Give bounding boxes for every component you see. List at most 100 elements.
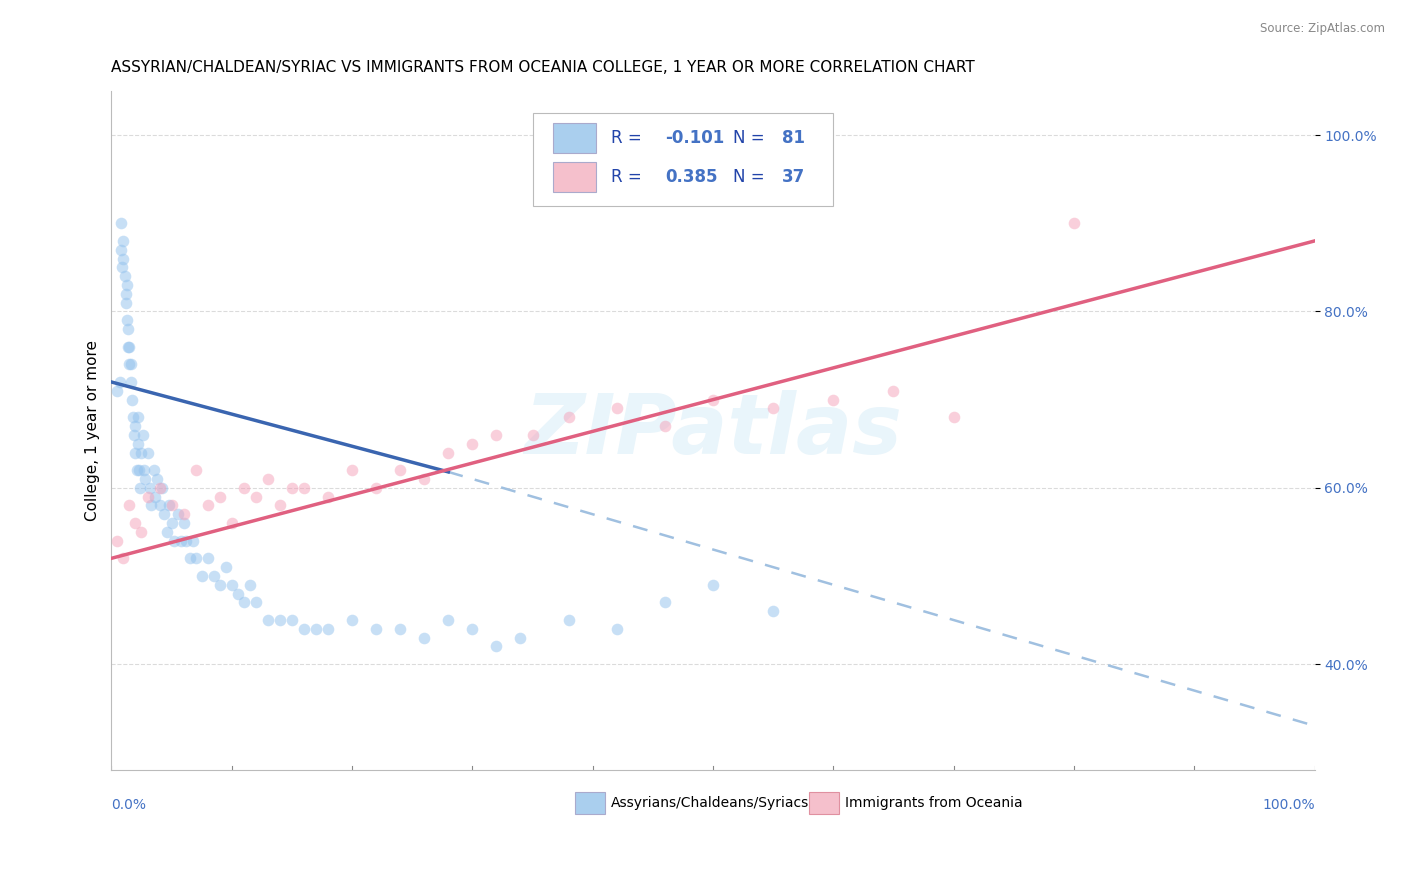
Point bbox=[131, 428, 153, 442]
Point bbox=[110, 243, 132, 257]
FancyBboxPatch shape bbox=[533, 112, 834, 206]
Bar bbox=[553, 123, 596, 153]
Point bbox=[522, 428, 544, 442]
Point bbox=[226, 586, 249, 600]
Point bbox=[160, 516, 183, 530]
Text: 81: 81 bbox=[782, 128, 804, 147]
Point bbox=[245, 595, 267, 609]
Point bbox=[197, 499, 219, 513]
Point bbox=[156, 524, 179, 539]
Point bbox=[173, 507, 195, 521]
Text: R =: R = bbox=[610, 169, 647, 186]
Point bbox=[122, 428, 145, 442]
Text: -0.101: -0.101 bbox=[665, 128, 724, 147]
Point bbox=[557, 613, 579, 627]
Text: Source: ZipAtlas.com: Source: ZipAtlas.com bbox=[1260, 22, 1385, 36]
Point bbox=[139, 481, 162, 495]
Point bbox=[485, 640, 508, 654]
Point bbox=[110, 216, 132, 230]
Point bbox=[136, 490, 159, 504]
Point bbox=[654, 595, 676, 609]
Point bbox=[256, 472, 278, 486]
Point bbox=[606, 401, 628, 416]
Point bbox=[118, 357, 141, 371]
Point bbox=[197, 551, 219, 566]
Text: 0.0%: 0.0% bbox=[111, 798, 146, 812]
Point bbox=[121, 392, 143, 407]
Point bbox=[122, 410, 145, 425]
Point bbox=[221, 578, 243, 592]
Point bbox=[340, 613, 363, 627]
Point bbox=[292, 622, 315, 636]
Point bbox=[215, 560, 238, 574]
Point bbox=[146, 472, 169, 486]
Point bbox=[134, 472, 156, 486]
Text: 37: 37 bbox=[782, 169, 804, 186]
Point bbox=[107, 384, 129, 398]
Point bbox=[127, 436, 149, 450]
Bar bbox=[575, 791, 605, 814]
Point bbox=[485, 428, 508, 442]
Point bbox=[136, 445, 159, 459]
Point bbox=[127, 410, 149, 425]
Point bbox=[139, 499, 162, 513]
Point bbox=[202, 569, 225, 583]
Text: Assyrians/Chaldeans/Syriacs: Assyrians/Chaldeans/Syriacs bbox=[610, 797, 808, 810]
Point bbox=[114, 269, 136, 284]
Point bbox=[153, 507, 176, 521]
Point bbox=[232, 481, 254, 495]
Point bbox=[163, 533, 186, 548]
Point bbox=[208, 578, 231, 592]
Point bbox=[124, 445, 146, 459]
Point bbox=[115, 313, 138, 327]
Point bbox=[117, 322, 139, 336]
Point bbox=[232, 595, 254, 609]
Point bbox=[437, 445, 460, 459]
Y-axis label: College, 1 year or more: College, 1 year or more bbox=[86, 340, 100, 521]
Point bbox=[148, 481, 170, 495]
Point bbox=[305, 622, 328, 636]
Point bbox=[190, 569, 212, 583]
Point bbox=[108, 375, 131, 389]
Point bbox=[366, 481, 388, 495]
Point bbox=[461, 436, 484, 450]
Point bbox=[366, 622, 388, 636]
Point bbox=[208, 490, 231, 504]
Point bbox=[118, 340, 141, 354]
Text: N =: N = bbox=[734, 128, 770, 147]
Point bbox=[131, 524, 153, 539]
Point bbox=[181, 533, 204, 548]
Point bbox=[461, 622, 484, 636]
Text: R =: R = bbox=[610, 128, 647, 147]
Point bbox=[882, 384, 904, 398]
Point bbox=[174, 533, 197, 548]
Point bbox=[245, 490, 267, 504]
Point bbox=[131, 445, 153, 459]
Point bbox=[413, 631, 436, 645]
Point bbox=[292, 481, 315, 495]
Point bbox=[124, 419, 146, 434]
Point bbox=[166, 507, 188, 521]
Text: ZIPatlas: ZIPatlas bbox=[524, 390, 901, 471]
Point bbox=[557, 410, 579, 425]
Point bbox=[115, 286, 138, 301]
Text: 100.0%: 100.0% bbox=[1263, 798, 1315, 812]
Point bbox=[823, 392, 845, 407]
Point bbox=[316, 490, 339, 504]
Point bbox=[132, 463, 155, 477]
Point bbox=[654, 419, 676, 434]
Point bbox=[281, 481, 304, 495]
Point bbox=[437, 613, 460, 627]
Point bbox=[111, 260, 134, 275]
Point bbox=[150, 481, 173, 495]
Point bbox=[762, 401, 785, 416]
Text: N =: N = bbox=[734, 169, 770, 186]
Point bbox=[120, 357, 142, 371]
Point bbox=[117, 340, 139, 354]
Text: ASSYRIAN/CHALDEAN/SYRIAC VS IMMIGRANTS FROM OCEANIA COLLEGE, 1 YEAR OR MORE CORR: ASSYRIAN/CHALDEAN/SYRIAC VS IMMIGRANTS F… bbox=[111, 60, 976, 75]
Point bbox=[170, 533, 193, 548]
Point bbox=[269, 613, 291, 627]
Point bbox=[221, 516, 243, 530]
Point bbox=[184, 463, 207, 477]
Point bbox=[269, 499, 291, 513]
